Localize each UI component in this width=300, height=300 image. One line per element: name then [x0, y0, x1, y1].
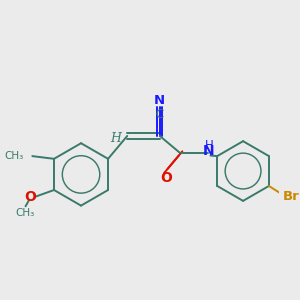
Text: N: N	[202, 145, 214, 158]
Text: O: O	[160, 171, 172, 185]
Text: CH₃: CH₃	[15, 208, 34, 218]
Text: H: H	[110, 132, 121, 145]
Text: Br: Br	[283, 190, 300, 203]
Text: O: O	[25, 190, 37, 204]
Text: C: C	[156, 108, 164, 121]
Text: CH₃: CH₃	[4, 151, 24, 160]
Text: N: N	[154, 94, 165, 106]
Text: H: H	[205, 139, 214, 152]
